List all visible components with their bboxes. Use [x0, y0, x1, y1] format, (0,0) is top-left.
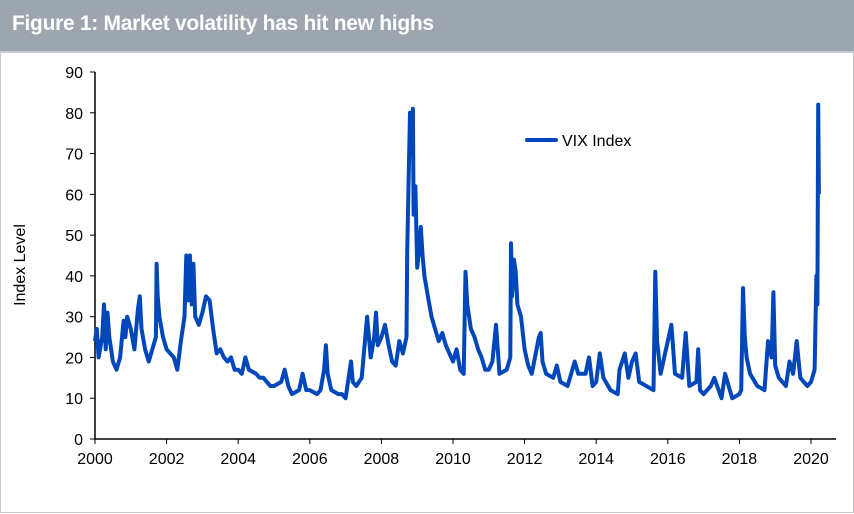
y-tick-label: 50	[65, 228, 83, 245]
y-tick-label: 30	[65, 310, 83, 327]
series-line-vix-index	[93, 102, 821, 401]
x-tick-label: 2010	[435, 451, 471, 468]
x-tick-label: 2006	[292, 451, 328, 468]
y-tick-label: 60	[65, 187, 83, 204]
y-tick-label: 10	[65, 391, 83, 408]
figure-header: Figure 1: Market volatility has hit new …	[0, 0, 854, 53]
axes: 0 10 20 30 40 50 60 70 80 90 2000 2002 2004 2006 2008 2…	[65, 65, 836, 468]
x-tick-label: 2012	[507, 451, 543, 468]
y-tick-label: 0	[74, 432, 83, 449]
y-tick-label: 70	[65, 147, 83, 164]
figure-title: Figure 1: Market volatility has hit new …	[12, 12, 434, 35]
x-tick-label: 2002	[149, 451, 185, 468]
y-tick-label: 20	[65, 350, 83, 367]
legend: VIX Index	[525, 133, 631, 150]
y-axis-label: Index Level	[12, 224, 29, 306]
series-layer	[93, 102, 821, 401]
y-tick-label: 80	[65, 106, 83, 123]
y-tick-label: 90	[65, 65, 83, 82]
x-tick-label: 2000	[77, 451, 113, 468]
x-tick-label: 2016	[650, 451, 686, 468]
x-tick-label: 2014	[578, 451, 614, 468]
x-tick-label: 2020	[793, 451, 829, 468]
x-tick-label: 2018	[722, 451, 758, 468]
x-tick-label: 2004	[220, 451, 256, 468]
legend-label: VIX Index	[562, 133, 631, 150]
x-tick-label: 2008	[364, 451, 400, 468]
y-tick-label: 40	[65, 269, 83, 286]
